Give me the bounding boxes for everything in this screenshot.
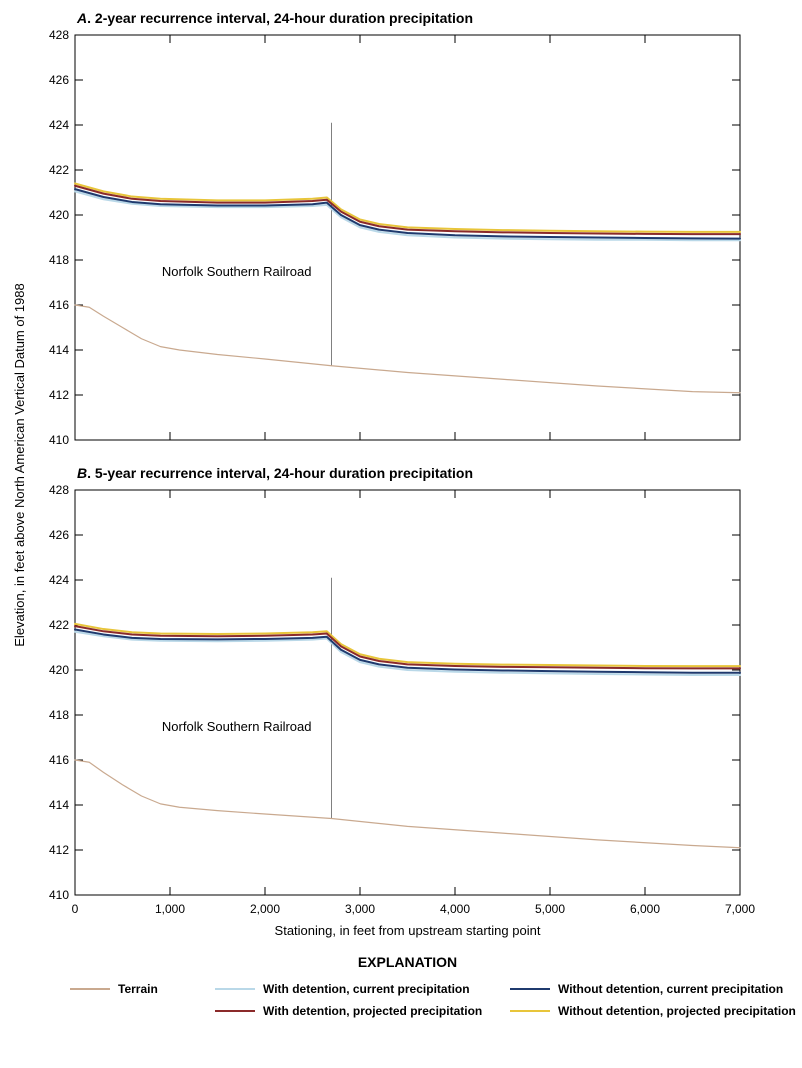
legend-label-without_det_proj: Without detention, projected precipitati… <box>558 1004 796 1018</box>
x-axis-label: Stationing, in feet from upstream starti… <box>275 923 541 938</box>
y-tick-label: 420 <box>49 663 69 677</box>
x-tick-label: 5,000 <box>535 902 565 916</box>
y-axis-label: Elevation, in feet above North American … <box>12 283 27 646</box>
y-tick-label: 426 <box>49 528 69 542</box>
series-without_det_proj <box>75 184 740 232</box>
y-tick-label: 414 <box>49 343 69 357</box>
y-tick-label: 422 <box>49 618 69 632</box>
y-tick-label: 418 <box>49 708 69 722</box>
panel-A: A. 2-year recurrence interval, 24-hour d… <box>49 10 740 447</box>
y-tick-label: 428 <box>49 483 69 497</box>
x-tick-label: 0 <box>72 902 79 916</box>
series-terrain <box>75 760 740 848</box>
y-tick-label: 428 <box>49 28 69 42</box>
panel-title: B. 5-year recurrence interval, 24-hour d… <box>77 465 473 481</box>
plot-border <box>75 490 740 895</box>
x-tick-label: 4,000 <box>440 902 470 916</box>
legend-label-terrain: Terrain <box>118 982 158 996</box>
legend-label-with_det_cur: With detention, current precipitation <box>263 982 470 996</box>
y-tick-label: 418 <box>49 253 69 267</box>
y-tick-label: 412 <box>49 843 69 857</box>
y-tick-label: 420 <box>49 208 69 222</box>
x-tick-label: 3,000 <box>345 902 375 916</box>
y-tick-label: 412 <box>49 388 69 402</box>
panel-B: B. 5-year recurrence interval, 24-hour d… <box>49 465 755 916</box>
x-tick-label: 1,000 <box>155 902 185 916</box>
y-tick-label: 410 <box>49 433 69 447</box>
series-terrain <box>75 305 740 393</box>
y-tick-label: 416 <box>49 753 69 767</box>
elevation-profile-chart: A. 2-year recurrence interval, 24-hour d… <box>0 0 802 1068</box>
series-without_det_proj <box>75 624 740 666</box>
panel-title: A. 2-year recurrence interval, 24-hour d… <box>76 10 473 26</box>
x-tick-label: 2,000 <box>250 902 280 916</box>
y-tick-label: 416 <box>49 298 69 312</box>
annotation-label: Norfolk Southern Railroad <box>162 264 312 279</box>
y-tick-label: 414 <box>49 798 69 812</box>
x-tick-label: 6,000 <box>630 902 660 916</box>
legend-label-with_det_proj: With detention, projected precipitation <box>263 1004 482 1018</box>
y-tick-label: 410 <box>49 888 69 902</box>
y-tick-label: 422 <box>49 163 69 177</box>
legend-label-without_det_cur: Without detention, current precipitation <box>558 982 783 996</box>
y-tick-label: 426 <box>49 73 69 87</box>
annotation-label: Norfolk Southern Railroad <box>162 719 312 734</box>
legend-title: EXPLANATION <box>358 954 457 970</box>
y-tick-label: 424 <box>49 573 69 587</box>
y-tick-label: 424 <box>49 118 69 132</box>
x-tick-label: 7,000 <box>725 902 755 916</box>
